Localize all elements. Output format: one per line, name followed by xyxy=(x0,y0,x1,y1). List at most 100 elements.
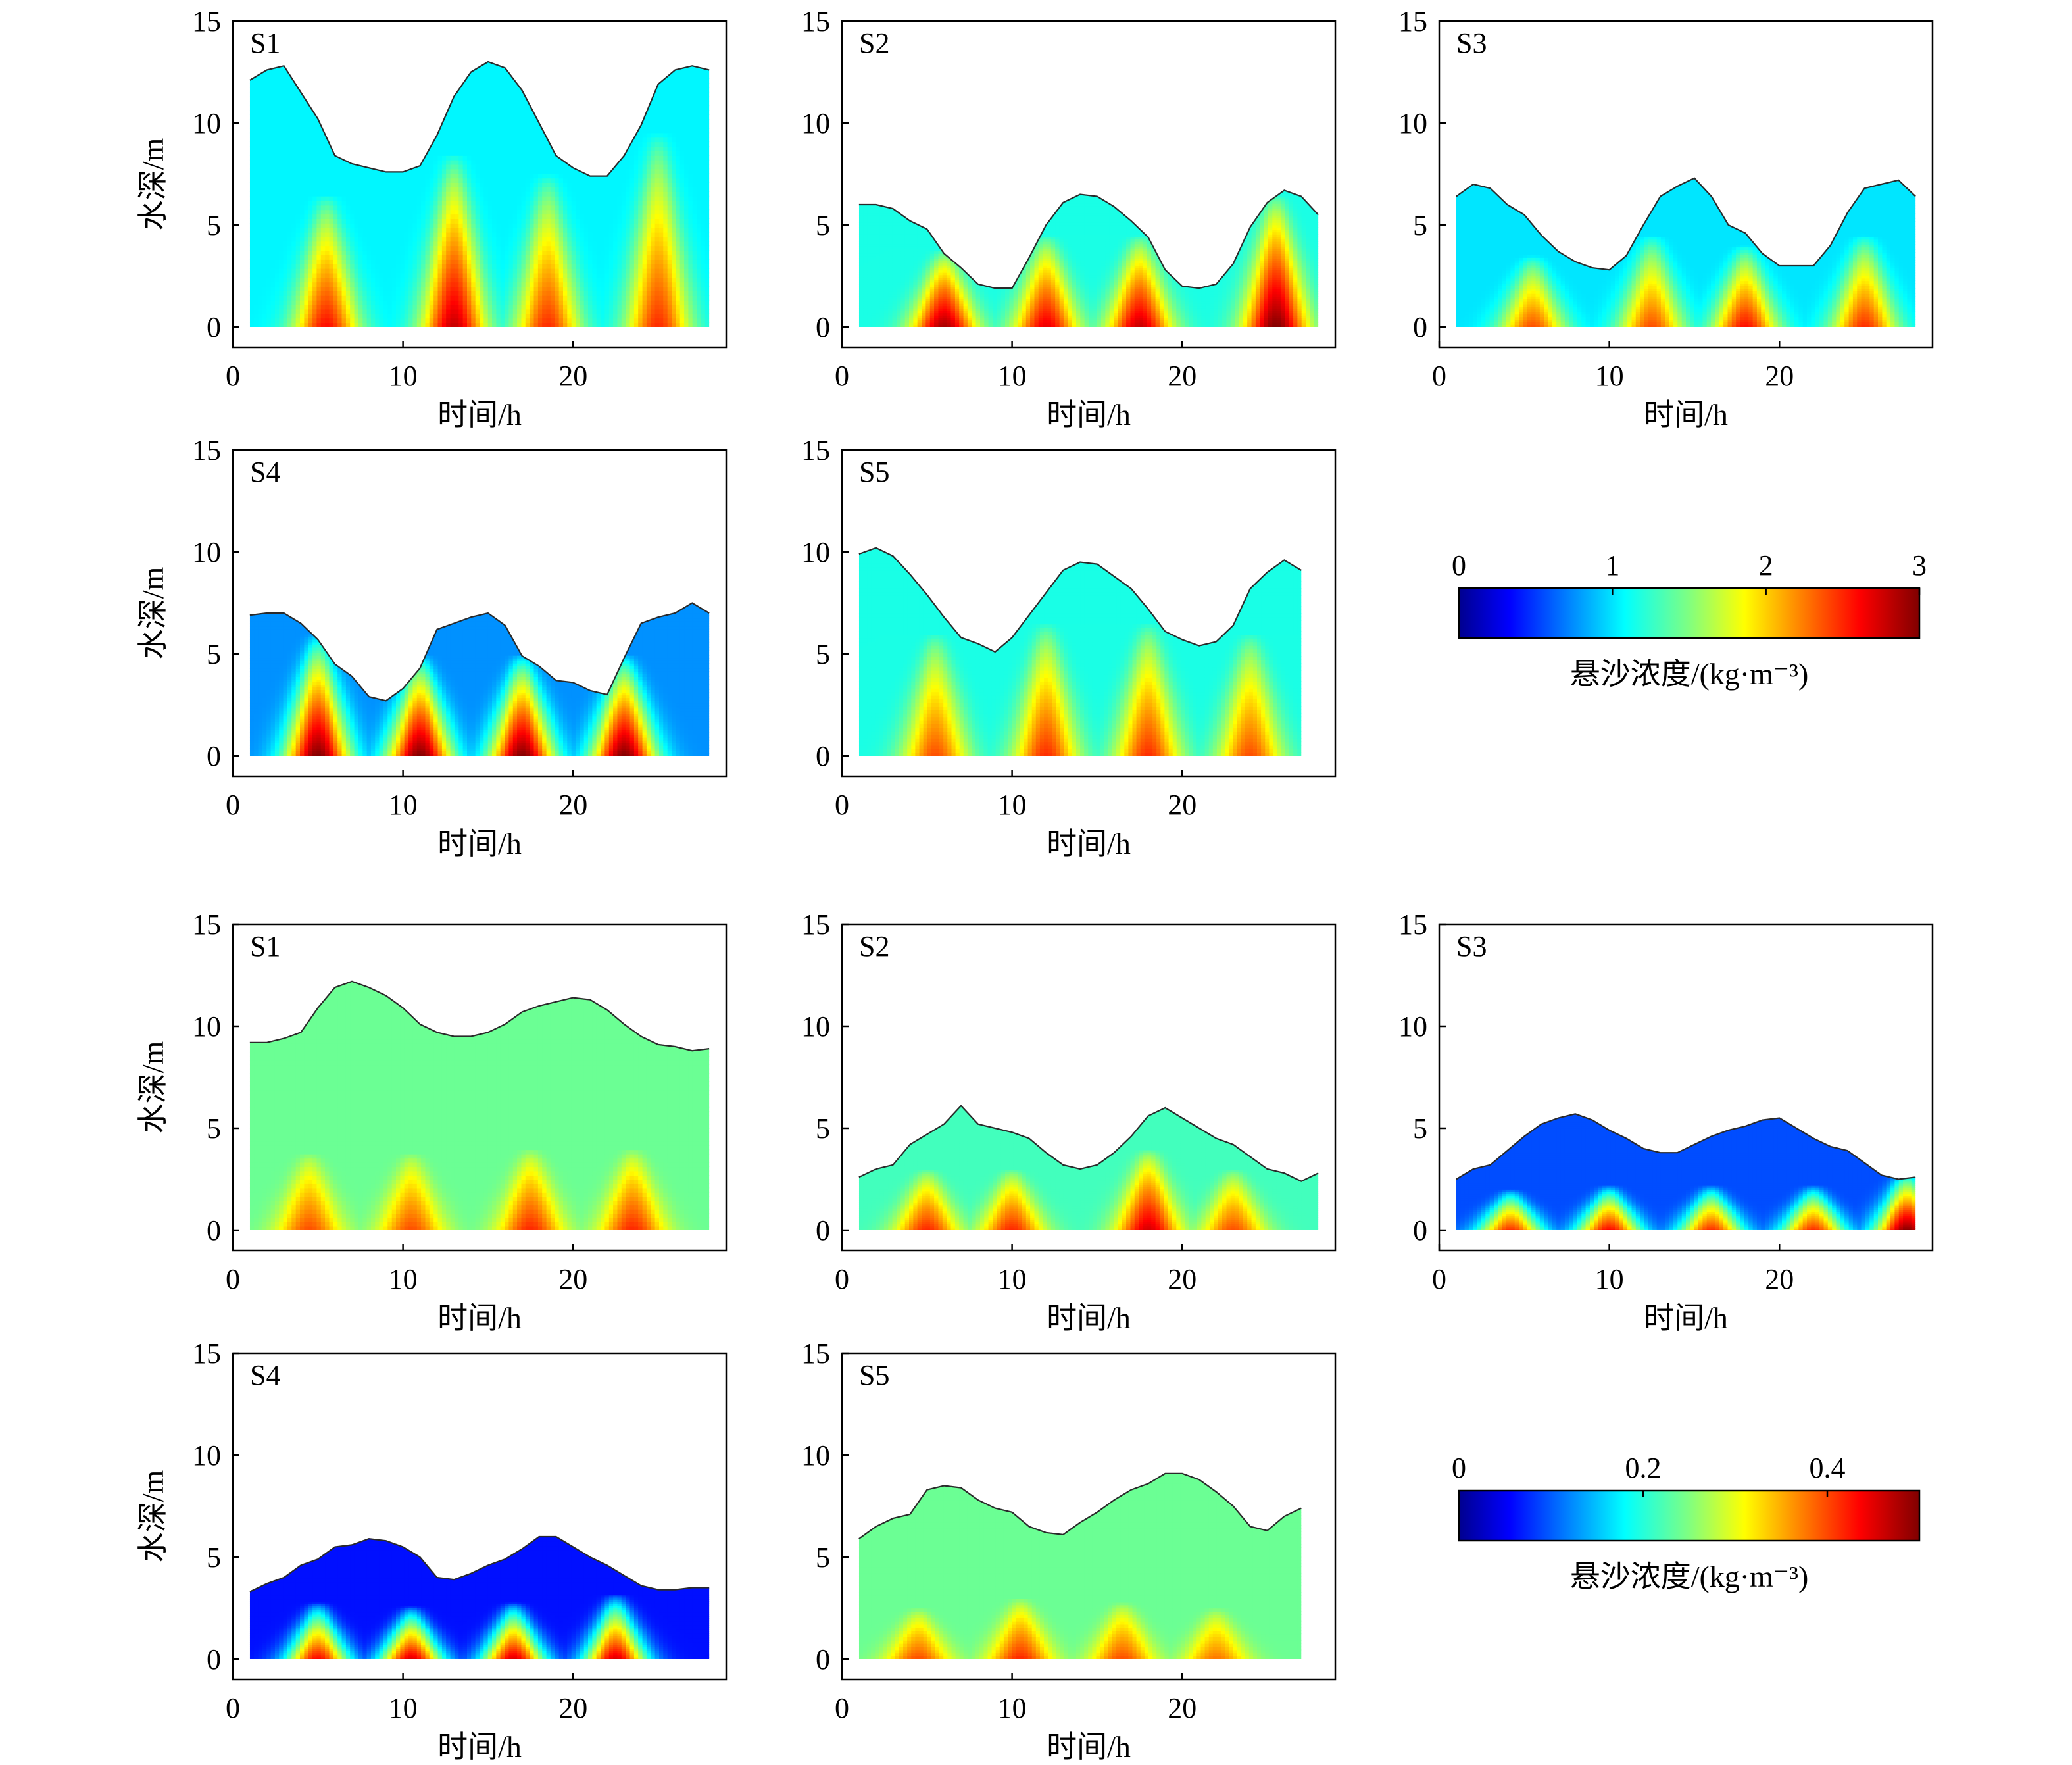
y-tick-label: 15 xyxy=(192,434,221,466)
y-tick-label: 5 xyxy=(207,209,221,241)
panel-label: S5 xyxy=(859,1359,889,1391)
x-tick-label: 10 xyxy=(389,360,418,392)
panel-label: S2 xyxy=(859,930,889,962)
x-axis-label: 时间/h xyxy=(1047,398,1131,432)
concentration-heatmap xyxy=(859,1468,1302,1660)
x-axis-label: 时间/h xyxy=(1047,1730,1131,1764)
concentration-heatmap xyxy=(1456,1108,1916,1231)
y-tick-label: 5 xyxy=(816,209,830,241)
y-tick-label: 5 xyxy=(207,1112,221,1145)
x-tick-label: 0 xyxy=(835,360,849,392)
x-axis-label: 时间/h xyxy=(1047,1301,1131,1335)
y-tick-label: 15 xyxy=(801,434,830,466)
x-tick-label: 20 xyxy=(558,1692,587,1724)
y-tick-label: 10 xyxy=(801,1010,830,1043)
y-tick-label: 10 xyxy=(192,1439,221,1472)
x-tick-label: 10 xyxy=(998,789,1027,821)
x-tick-label: 20 xyxy=(1168,1692,1196,1724)
concentration-heatmap xyxy=(250,1531,710,1660)
panel-label: S4 xyxy=(250,1359,280,1391)
panel-label: S3 xyxy=(1456,930,1487,962)
x-tick-label: 10 xyxy=(1595,1263,1624,1295)
y-axis-label: 水深/m xyxy=(136,1041,170,1134)
concentration-heatmap xyxy=(250,597,710,757)
x-tick-label: 20 xyxy=(1765,1263,1794,1295)
y-tick-label: 5 xyxy=(207,1541,221,1574)
x-tick-label: 20 xyxy=(1168,789,1196,821)
x-axis-label: 时间/h xyxy=(437,827,522,860)
y-tick-label: 10 xyxy=(192,107,221,139)
panel-label: S4 xyxy=(250,456,280,488)
y-tick-label: 10 xyxy=(1398,107,1427,139)
x-tick-label: 0 xyxy=(226,360,240,392)
x-tick-label: 0 xyxy=(835,1692,849,1724)
colorbar-tick-label: 0 xyxy=(1452,549,1466,582)
y-tick-label: 10 xyxy=(192,536,221,568)
concentration-heatmap xyxy=(859,184,1319,328)
x-tick-label: 20 xyxy=(558,1263,587,1295)
y-tick-label: 0 xyxy=(207,311,221,343)
colorbar-gradient xyxy=(1459,588,1919,638)
y-tick-label: 10 xyxy=(801,1439,830,1472)
x-tick-label: 0 xyxy=(226,1263,240,1295)
y-tick-label: 10 xyxy=(801,536,830,568)
x-tick-label: 10 xyxy=(998,1692,1027,1724)
colorbar-tick-label: 1 xyxy=(1605,549,1619,582)
x-tick-label: 10 xyxy=(998,360,1027,392)
y-tick-label: 10 xyxy=(1398,1010,1427,1043)
y-tick-label: 5 xyxy=(816,1112,830,1145)
y-tick-label: 5 xyxy=(816,638,830,670)
y-tick-label: 15 xyxy=(192,5,221,37)
concentration-heatmap xyxy=(250,976,710,1231)
y-tick-label: 5 xyxy=(1413,1112,1427,1145)
x-tick-label: 20 xyxy=(1168,1263,1196,1295)
concentration-heatmap xyxy=(859,542,1302,757)
x-tick-label: 20 xyxy=(1168,360,1196,392)
panel-label: S2 xyxy=(859,27,889,59)
panel-label: S1 xyxy=(250,27,280,59)
colorbar-tick-label: 2 xyxy=(1759,549,1773,582)
y-tick-label: 0 xyxy=(816,1214,830,1247)
x-tick-label: 0 xyxy=(226,789,240,821)
x-tick-label: 20 xyxy=(558,360,587,392)
x-tick-label: 0 xyxy=(1432,360,1446,392)
x-axis-label: 时间/h xyxy=(1644,1301,1728,1335)
panel-1-s1: 0 10 20 0 5 10 15 S1 时间/h 水深/m xyxy=(136,5,726,432)
y-axis-label: 水深/m xyxy=(136,567,170,660)
x-axis-label: 时间/h xyxy=(437,1301,522,1335)
y-tick-label: 0 xyxy=(207,1214,221,1247)
x-tick-label: 10 xyxy=(389,1263,418,1295)
x-axis-label: 时间/h xyxy=(1644,398,1728,432)
x-axis-label: 时间/h xyxy=(437,1730,522,1764)
x-tick-label: 0 xyxy=(835,1263,849,1295)
y-tick-label: 15 xyxy=(1398,908,1427,941)
y-tick-label: 0 xyxy=(816,1643,830,1676)
colorbar-tick-label: 0.2 xyxy=(1625,1452,1662,1484)
y-axis-label: 水深/m xyxy=(136,138,170,231)
y-tick-label: 15 xyxy=(801,5,830,37)
y-tick-label: 0 xyxy=(816,311,830,343)
y-tick-label: 15 xyxy=(192,1337,221,1370)
colorbar-1: 0 1 2 3 悬沙浓度/(kg·m⁻³) xyxy=(1452,549,1927,691)
colorbar-tick-label: 3 xyxy=(1912,549,1927,582)
concentration-heatmap xyxy=(859,1100,1319,1231)
x-tick-label: 20 xyxy=(558,789,587,821)
x-tick-label: 10 xyxy=(1595,360,1624,392)
concentration-heatmap xyxy=(250,56,710,328)
y-tick-label: 15 xyxy=(192,908,221,941)
x-axis-label: 时间/h xyxy=(437,398,522,432)
y-tick-label: 5 xyxy=(207,638,221,670)
colorbar-label: 悬沙浓度/(kg·m⁻³) xyxy=(1570,657,1809,691)
x-tick-label: 10 xyxy=(389,1692,418,1724)
y-tick-label: 15 xyxy=(1398,5,1427,37)
y-axis-label: 水深/m xyxy=(136,1470,170,1563)
x-tick-label: 0 xyxy=(1432,1263,1446,1295)
